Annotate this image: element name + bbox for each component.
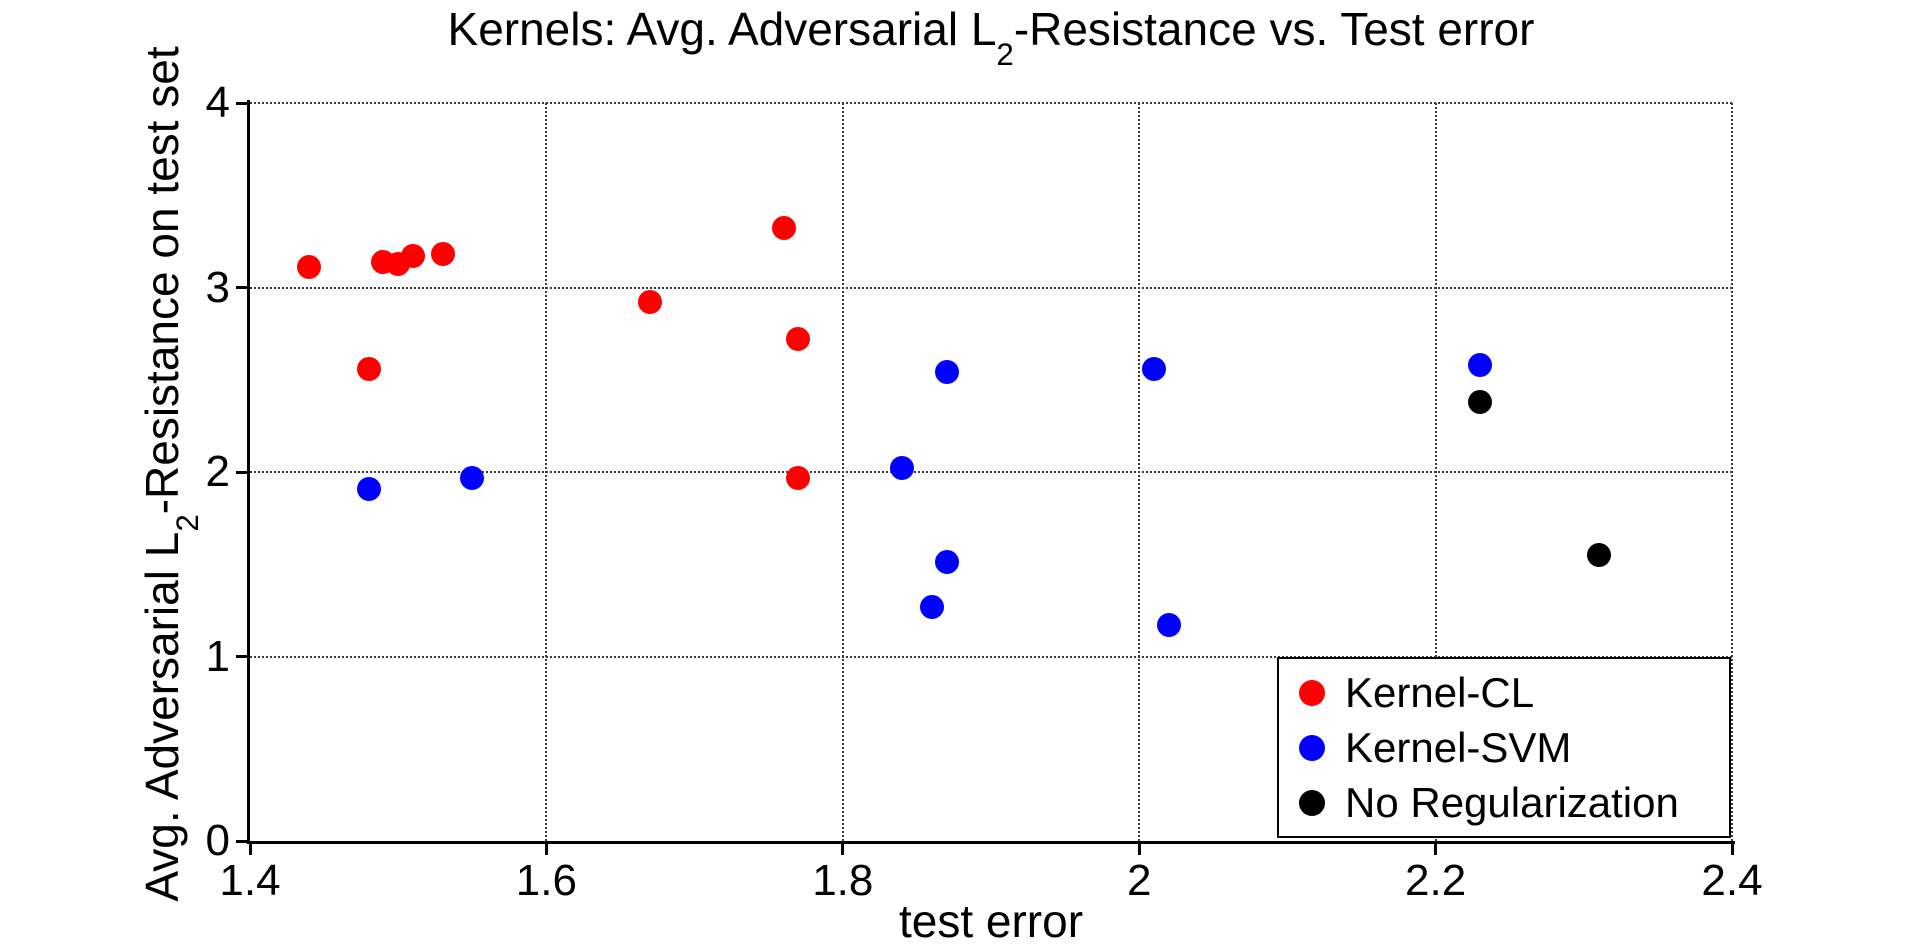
data-point-kernel-svm	[890, 456, 915, 481]
data-point-no-regularization	[1586, 543, 1611, 568]
data-point-kernel-svm	[919, 594, 944, 619]
x-axis-line	[247, 841, 1735, 844]
x-axis-label: test error	[898, 895, 1084, 947]
data-point-kernel-svm	[356, 476, 381, 501]
data-point-kernel-svm	[934, 550, 959, 575]
x-axis-tick	[1434, 841, 1438, 855]
legend-item: Kernel-SVM	[1299, 723, 1729, 771]
legend-marker-dot	[1299, 679, 1325, 706]
data-point-kernel-svm	[1142, 356, 1167, 381]
chart-title: Kernels: Avg. Adversarial L2-Resistance …	[250, 2, 1732, 70]
legend-marker-dot	[1299, 734, 1325, 761]
y-axis-label: Avg. Adversarial L2-Resistance on test s…	[135, 46, 205, 902]
data-point-kernel-cl	[771, 216, 796, 241]
vertical-gridline	[1731, 103, 1733, 841]
legend-label: Kernel-SVM	[1345, 723, 1572, 771]
data-point-kernel-cl	[356, 356, 381, 381]
y-axis-tick	[236, 470, 250, 474]
x-axis-tick	[248, 841, 252, 855]
data-point-kernel-cl	[786, 327, 811, 352]
y-axis-label-text: Avg. Adversarial L	[136, 531, 188, 902]
y-tick-label: 3	[205, 262, 230, 312]
y-tick-label: 2	[205, 447, 230, 496]
x-axis-tick	[1137, 841, 1141, 855]
data-point-kernel-cl	[430, 242, 455, 267]
data-point-kernel-cl	[638, 290, 663, 315]
legend-label: Kernel-CL	[1345, 668, 1535, 716]
x-tick-label: 1.8	[812, 856, 874, 905]
y-axis-tick	[236, 101, 250, 105]
legend: Kernel-CL Kernel-SVM No Regularization	[1277, 657, 1731, 838]
y-axis-label-text-2: -Resistance on test set	[136, 46, 188, 515]
x-tick-label: 1.6	[515, 856, 577, 905]
x-tick-label: 2	[1126, 856, 1152, 905]
data-point-kernel-svm	[934, 360, 959, 385]
data-point-no-regularization	[1468, 389, 1493, 414]
x-axis-tick	[841, 841, 845, 855]
legend-marker-dot	[1299, 789, 1325, 816]
y-tick-label: 0	[205, 816, 230, 865]
legend-item: Kernel-CL	[1299, 668, 1729, 716]
chart-title-text-2: -Resistance vs. Test error	[1013, 3, 1535, 55]
y-axis-tick	[236, 655, 250, 658]
y-tick-label: 1	[205, 631, 230, 681]
x-axis-tick	[1730, 841, 1734, 855]
horizontal-gridline	[250, 102, 1732, 104]
data-point-kernel-svm	[1156, 613, 1181, 638]
legend-item: No Regularization	[1299, 778, 1729, 826]
data-point-kernel-svm	[1468, 352, 1493, 377]
y-axis-label-subscript: 2	[169, 514, 205, 532]
x-tick-label: 1.4	[219, 856, 281, 905]
data-point-kernel-cl	[786, 465, 811, 490]
chart-title-subscript: 2	[996, 36, 1014, 72]
y-axis-tick	[236, 839, 250, 843]
y-axis-tick	[236, 286, 250, 289]
x-tick-label: 2.2	[1405, 856, 1467, 905]
horizontal-gridline	[250, 471, 1732, 473]
chart-title-text: Kernels: Avg. Adversarial L	[447, 3, 997, 55]
data-point-kernel-cl	[297, 255, 322, 280]
x-tick-label: 2.4	[1701, 856, 1763, 905]
data-point-kernel-svm	[460, 465, 485, 490]
legend-label: No Regularization	[1345, 778, 1679, 826]
horizontal-gridline	[250, 655, 1732, 658]
data-point-kernel-cl	[401, 244, 426, 269]
x-axis-tick	[544, 841, 548, 855]
horizontal-gridline	[250, 286, 1732, 289]
y-tick-label: 4	[205, 78, 230, 127]
